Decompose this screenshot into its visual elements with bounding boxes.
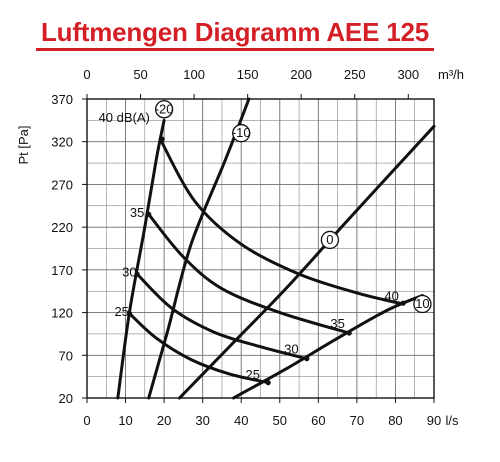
damper-label-circle bbox=[154, 100, 174, 119]
curve-point bbox=[159, 136, 165, 142]
curve-sound-25 bbox=[127, 311, 270, 385]
curve-point bbox=[400, 300, 406, 306]
axes: 0 10 20 30 40 50 60 70 80 90 l/s0 50 100 150 200 250 300… bbox=[16, 67, 464, 428]
x-tick-label: 80 bbox=[388, 413, 402, 428]
sound-label-left: 35 bbox=[130, 205, 144, 220]
x2-tick-label: 250 bbox=[344, 67, 366, 82]
x2-tick-label: 50 bbox=[133, 67, 147, 82]
title-underline bbox=[36, 48, 434, 51]
y-tick-label: 170 bbox=[51, 263, 73, 278]
curve-damper-0 bbox=[178, 124, 436, 400]
curve-sound-30 bbox=[135, 272, 309, 361]
curve-sound-35 bbox=[147, 212, 351, 335]
x-tick-label: 70 bbox=[350, 413, 364, 428]
sound-label: 30 bbox=[284, 341, 298, 356]
x-tick-label: 30 bbox=[195, 413, 209, 428]
damper-label: -10 bbox=[232, 125, 251, 140]
curves bbox=[116, 97, 436, 400]
y-tick-label: 20 bbox=[59, 391, 73, 406]
curve-sound-40 bbox=[158, 137, 405, 306]
y-axis-label: Pt [Pa] bbox=[16, 125, 31, 164]
x2-tick-label: 100 bbox=[183, 67, 205, 82]
curve-point bbox=[146, 211, 152, 217]
curve-labels: 40 dB(A) -20 -10 0 10 40 35 30 25 35 30 25 bbox=[99, 100, 432, 382]
curve-point bbox=[346, 330, 352, 336]
curve-point bbox=[134, 271, 140, 277]
x2-tick-label: 300 bbox=[397, 67, 419, 82]
sound-label-left: 30 bbox=[122, 265, 136, 280]
curve-damper-minus10 bbox=[147, 97, 251, 400]
damper-label-circle bbox=[232, 124, 251, 143]
x-tick-label: 90 bbox=[427, 413, 441, 428]
curve-damper-minus20 bbox=[116, 118, 166, 400]
damper-label: 10 bbox=[415, 296, 429, 311]
x-tick-label: 40 bbox=[234, 413, 248, 428]
curve-point bbox=[304, 356, 310, 362]
damper-label-circle bbox=[413, 294, 432, 314]
y-tick-label: 370 bbox=[51, 92, 73, 107]
y-tick-label: 220 bbox=[51, 220, 73, 235]
y-tick-label: 270 bbox=[51, 177, 73, 192]
sound-label-left: 25 bbox=[114, 304, 128, 319]
damper-label-circle bbox=[320, 230, 340, 250]
sound-label: 40 bbox=[384, 288, 398, 303]
y-tick-label: 70 bbox=[59, 348, 73, 363]
curve-point bbox=[265, 380, 271, 386]
sound-label: 25 bbox=[246, 367, 260, 382]
x-axis-label: l/s bbox=[446, 413, 460, 428]
grid bbox=[86, 98, 435, 399]
curve-point bbox=[126, 310, 133, 317]
sound-label: 35 bbox=[330, 316, 344, 331]
damper-label: -20 bbox=[155, 101, 174, 116]
x2-tick-label: 0 bbox=[83, 67, 90, 82]
y-tick-label: 120 bbox=[51, 306, 73, 321]
y-tick-label: 320 bbox=[51, 135, 73, 150]
x-tick-label: 50 bbox=[273, 413, 287, 428]
x2-axis-label: m³/h bbox=[438, 67, 464, 82]
plot-frame bbox=[86, 98, 435, 399]
x2-tick-label: 200 bbox=[290, 67, 312, 82]
x-tick-label: 10 bbox=[118, 413, 132, 428]
chart-title: Luftmengen Diagramm AEE 125 bbox=[40, 17, 430, 47]
damper-label: 0 bbox=[326, 232, 333, 247]
annotation-dba: 40 dB(A) bbox=[99, 110, 150, 125]
x-tick-label: 60 bbox=[311, 413, 325, 428]
x2-tick-label: 150 bbox=[237, 67, 259, 82]
x-tick-label: 0 bbox=[83, 413, 90, 428]
x-tick-label: 20 bbox=[157, 413, 171, 428]
